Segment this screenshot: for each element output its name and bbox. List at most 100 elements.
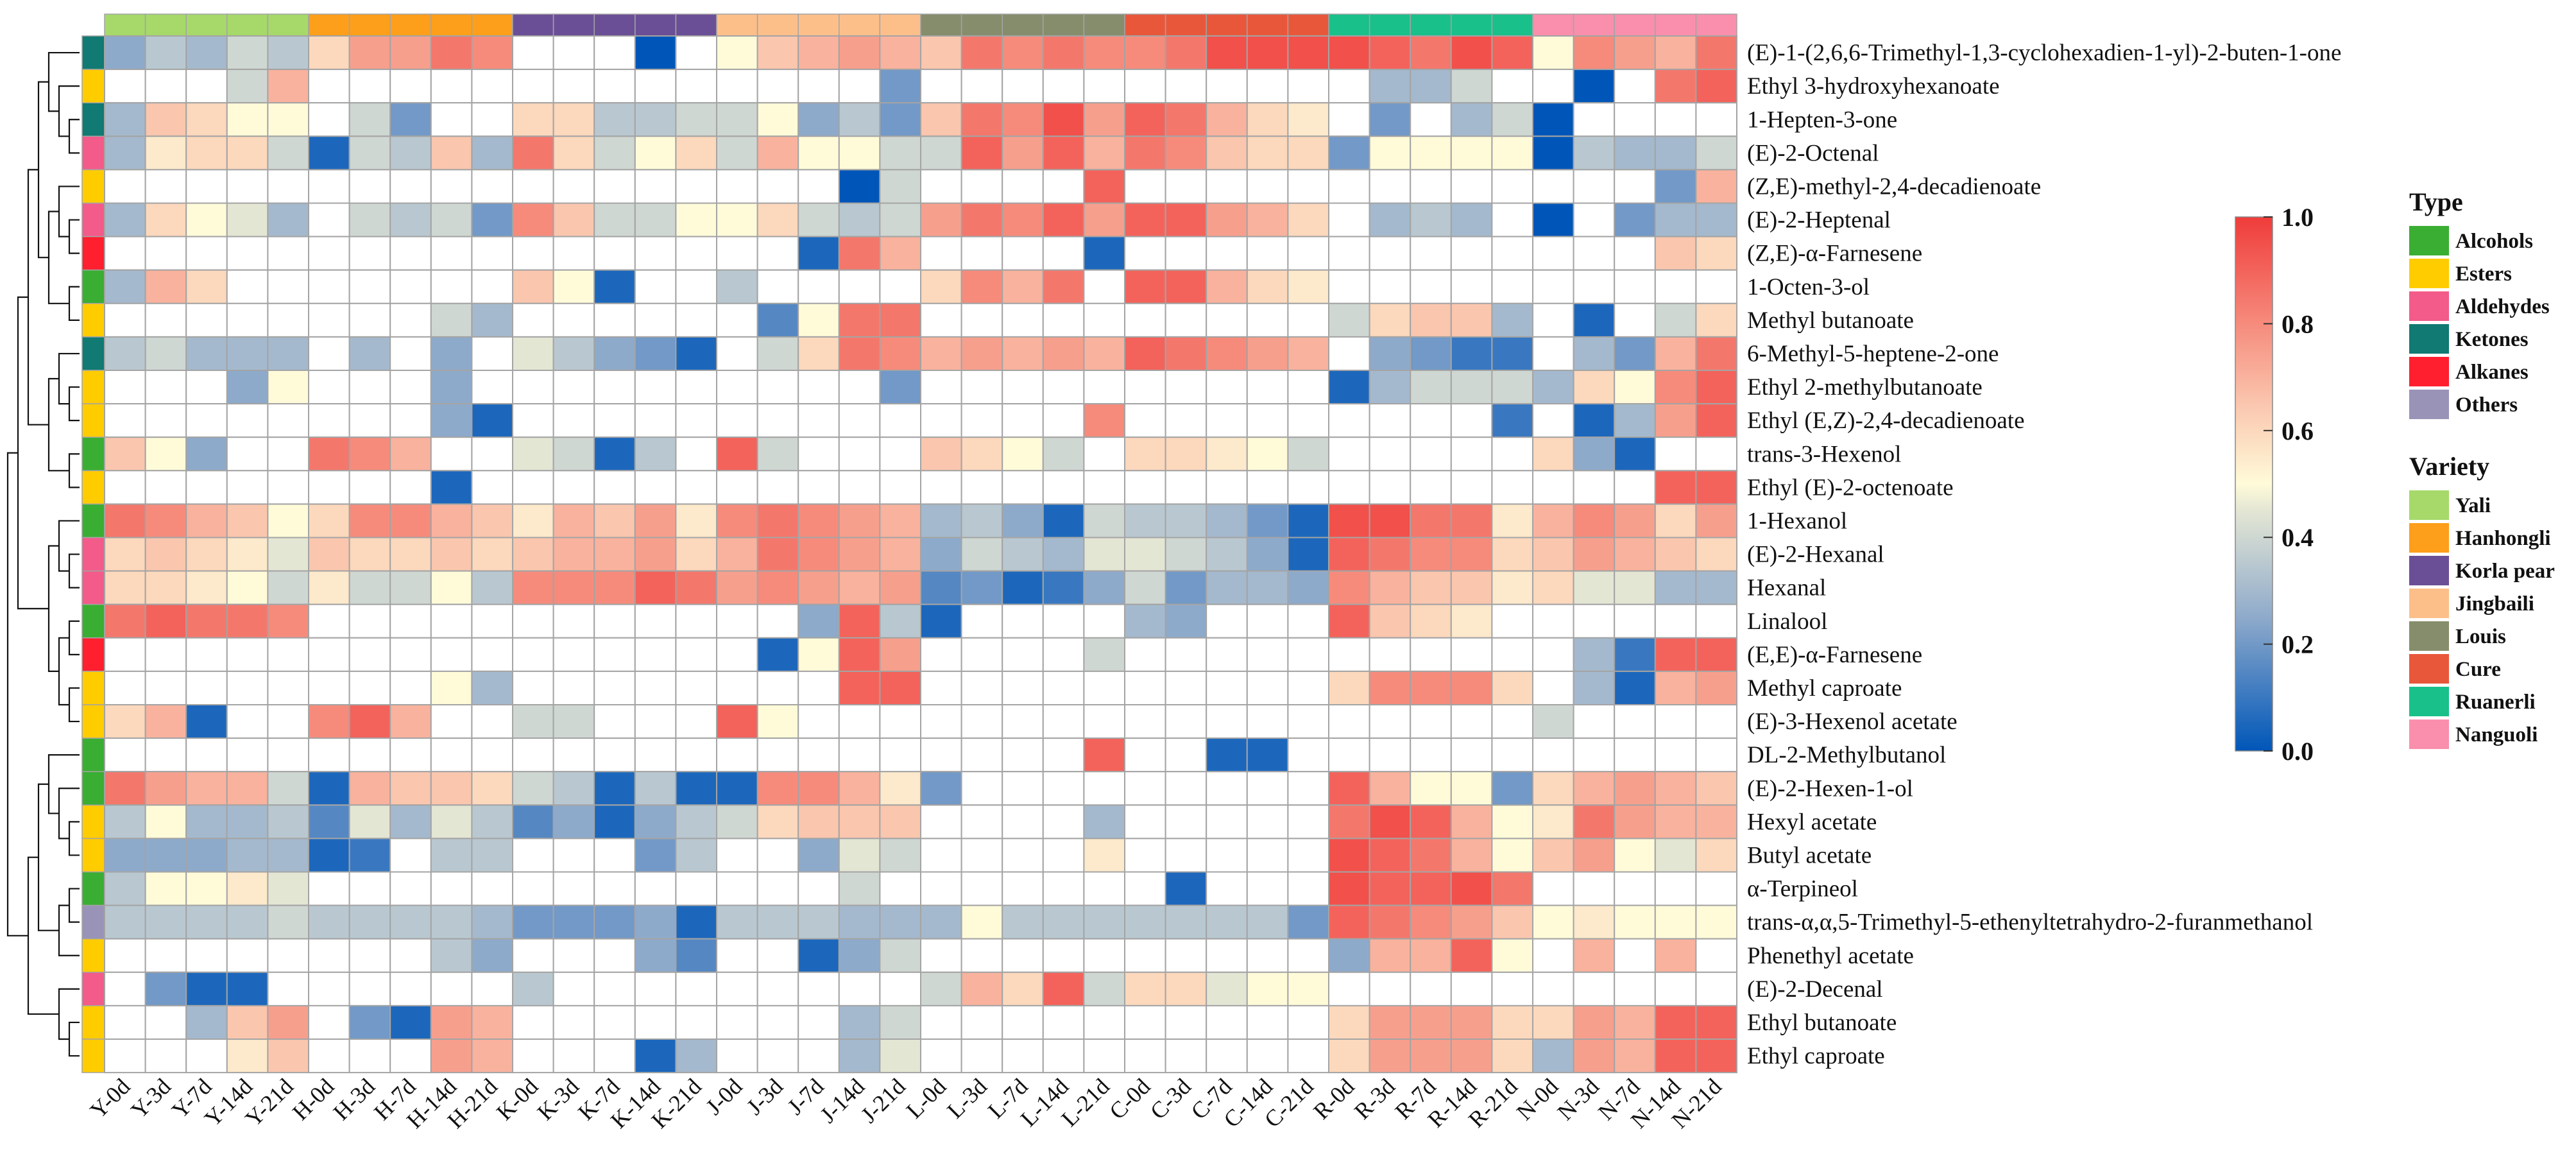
heatmap-cell bbox=[348, 69, 391, 104]
heatmap-cell bbox=[675, 436, 718, 472]
type-legend-label: Alkanes bbox=[2455, 361, 2529, 384]
heatmap-cell bbox=[756, 236, 799, 271]
heatmap-cell bbox=[1042, 737, 1085, 773]
heatmap-cell bbox=[593, 904, 636, 940]
heatmap-cell bbox=[1695, 135, 1737, 171]
heatmap-cell bbox=[267, 838, 309, 873]
heatmap-cell bbox=[1491, 436, 1533, 472]
heatmap-cell bbox=[389, 35, 432, 71]
heatmap-cell bbox=[634, 871, 677, 906]
heatmap-cell bbox=[756, 202, 799, 237]
heatmap-cell bbox=[675, 737, 718, 773]
heatmap-cell bbox=[144, 169, 187, 204]
heatmap-cell bbox=[1083, 403, 1126, 438]
heatmap-cell bbox=[144, 704, 187, 739]
heatmap-cell bbox=[1654, 570, 1697, 605]
heatmap-cell bbox=[634, 202, 677, 237]
heatmap-cell bbox=[1532, 302, 1574, 338]
heatmap-cell bbox=[1654, 938, 1697, 973]
column-label: L-0d bbox=[901, 1073, 951, 1123]
heatmap-cell bbox=[308, 302, 350, 338]
heatmap-cell bbox=[1573, 135, 1616, 171]
heatmap-cell bbox=[1532, 570, 1574, 605]
heatmap-cell bbox=[1614, 302, 1656, 338]
heatmap-cell bbox=[838, 704, 881, 739]
heatmap-cell bbox=[1369, 269, 1412, 304]
row-label: Hexanal bbox=[1747, 575, 1826, 601]
heatmap-cell bbox=[1002, 269, 1044, 304]
heatmap-cell bbox=[185, 771, 228, 806]
heatmap-cell bbox=[1695, 771, 1737, 806]
heatmap-cell bbox=[185, 370, 228, 405]
heatmap-cell bbox=[1002, 804, 1044, 840]
heatmap-cell bbox=[920, 302, 962, 338]
heatmap-cell bbox=[756, 169, 799, 204]
heatmap-cell bbox=[960, 336, 1003, 372]
heatmap-cell bbox=[1573, 670, 1616, 706]
heatmap-cell bbox=[226, 971, 269, 1006]
heatmap-cell bbox=[552, 838, 595, 873]
column-label: J-21d bbox=[856, 1073, 910, 1128]
heatmap-cell bbox=[1287, 971, 1330, 1006]
heatmap-cell bbox=[1246, 670, 1289, 706]
row-labels: (E)-1-(2,6,6-Trimethyl-1,3-cyclohexadien… bbox=[1747, 40, 2341, 1069]
heatmap-cell bbox=[1532, 269, 1574, 304]
heatmap-cell bbox=[1206, 871, 1248, 906]
heatmap-cell bbox=[1206, 670, 1248, 706]
heatmap-cell bbox=[716, 537, 758, 572]
heatmap-cell bbox=[104, 503, 146, 539]
heatmap-cell bbox=[1654, 102, 1697, 137]
heatmap-cell bbox=[838, 202, 881, 237]
heatmap-cell bbox=[675, 1038, 718, 1074]
heatmap-cell bbox=[960, 370, 1003, 405]
heatmap-cell bbox=[185, 570, 228, 605]
heatmap-cell bbox=[920, 570, 962, 605]
heatmap-cell bbox=[756, 670, 799, 706]
type-bar-cell bbox=[81, 370, 105, 404]
variety-legend-label: Korla pear bbox=[2455, 560, 2555, 583]
row-label: Butyl acetate bbox=[1747, 842, 1872, 868]
heatmap-cell bbox=[389, 871, 432, 906]
heatmap-cell bbox=[920, 603, 962, 639]
heatmap-cell bbox=[308, 804, 350, 840]
heatmap-cell bbox=[716, 269, 758, 304]
heatmap-cell bbox=[1654, 871, 1697, 906]
row-label: trans-3-Hexenol bbox=[1747, 441, 1901, 467]
heatmap-cell bbox=[1042, 403, 1085, 438]
legend: Type Variety Alcohols Esters Aldehydes Keto… bbox=[2409, 187, 2555, 749]
heatmap-cell bbox=[389, 670, 432, 706]
heatmap-cell bbox=[1410, 904, 1452, 940]
heatmap-cell bbox=[267, 637, 309, 672]
heatmap-cell bbox=[716, 236, 758, 271]
heatmap-cell bbox=[1246, 603, 1289, 639]
heatmap-cell bbox=[838, 69, 881, 104]
heatmap-cell bbox=[144, 670, 187, 706]
heatmap-cell bbox=[552, 938, 595, 973]
heatmap-cell bbox=[593, 370, 636, 405]
heatmap-cell bbox=[879, 670, 922, 706]
heatmap-cell bbox=[1042, 804, 1085, 840]
heatmap-cell bbox=[1083, 838, 1126, 873]
heatmap-cell bbox=[1042, 302, 1085, 338]
heatmap-cell bbox=[1450, 1038, 1493, 1074]
row-label: Linalool bbox=[1747, 608, 1827, 635]
heatmap-cell bbox=[756, 436, 799, 472]
heatmap-cell bbox=[471, 704, 514, 739]
heatmap-cell bbox=[1450, 102, 1493, 137]
heatmap-cell bbox=[471, 336, 514, 372]
heatmap-cell bbox=[593, 871, 636, 906]
heatmap-cell bbox=[471, 236, 514, 271]
heatmap-cell bbox=[1002, 737, 1044, 773]
heatmap-cell bbox=[104, 1004, 146, 1040]
heatmap-cell bbox=[1164, 336, 1207, 372]
heatmap-cell bbox=[471, 403, 514, 438]
heatmap-cell bbox=[1042, 971, 1085, 1006]
heatmap-cell bbox=[471, 570, 514, 605]
heatmap-cell bbox=[1042, 436, 1085, 472]
heatmap-cell bbox=[430, 537, 473, 572]
heatmap-cell bbox=[1124, 169, 1166, 204]
heatmap-cell bbox=[593, 302, 636, 338]
heatmap-cell bbox=[1695, 503, 1737, 539]
variety-bar-cell bbox=[635, 13, 677, 37]
heatmap-cell bbox=[1369, 403, 1412, 438]
